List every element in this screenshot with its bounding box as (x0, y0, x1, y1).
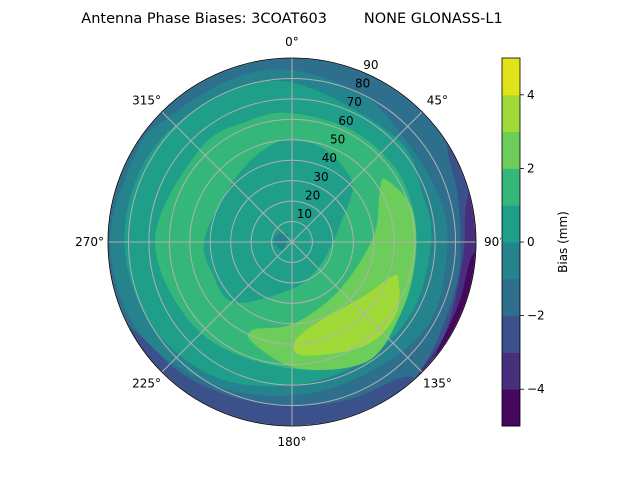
contour-region (203, 139, 353, 303)
contour-region (293, 274, 400, 356)
colorbar-band (502, 58, 520, 96)
colorbar-band (502, 315, 520, 353)
theta-tick-labels: 0° 45° 90° 135° 180° 225° 270° 315° (75, 35, 505, 449)
r-tick-label: 80 (355, 76, 370, 90)
r-tick-label: 90 (363, 58, 378, 72)
r-tick-label: 20 (305, 189, 320, 203)
colorbar-band (502, 205, 520, 243)
theta-tick-label: 90° (484, 235, 505, 249)
contour-region (409, 178, 476, 398)
r-tick-label: 30 (313, 170, 328, 184)
theta-gridline (291, 111, 423, 243)
polar-frame (107, 57, 477, 427)
theta-tick-label: 225° (132, 376, 161, 390)
contour-region (273, 232, 289, 251)
r-tick-label: 70 (347, 95, 362, 109)
theta-gridline (161, 241, 293, 373)
colorbar-band (502, 94, 520, 133)
r-tick-label: 60 (338, 114, 353, 128)
r-tick-label: 50 (330, 132, 345, 146)
theta-tick-label: 0° (285, 35, 299, 49)
colorbar-label: Bias (mm) (556, 211, 570, 273)
colorbar-band (502, 278, 520, 317)
theta-gridline (161, 111, 293, 243)
colorbar-tick-label: 4 (527, 88, 535, 102)
colorbar-tick-label: 2 (527, 161, 535, 175)
colorbar-band (502, 352, 520, 390)
colorbar: −4 −2 0 2 4 (501, 57, 545, 427)
r-tick-label: 10 (297, 207, 312, 221)
r-tick-labels: 10 20 30 40 50 60 70 80 90 (297, 58, 379, 221)
contour-region (412, 126, 476, 389)
colorbar-tick-label: −2 (527, 309, 545, 323)
theta-gridline (291, 241, 423, 373)
theta-tick-label: 135° (423, 376, 452, 390)
polar-grid (107, 57, 477, 427)
colorbar-band (502, 242, 520, 280)
theta-tick-label: 45° (427, 94, 448, 108)
colorbar-tick-label: 0 (527, 235, 535, 249)
chart-title: Antenna Phase Biases: 3COAT603 NONE GLON… (81, 11, 502, 27)
theta-tick-label: 270° (75, 235, 104, 249)
colorbar-tick-label: −4 (527, 382, 545, 396)
theta-tick-label: 180° (278, 435, 307, 449)
contour-region (420, 243, 476, 387)
colorbar-band (502, 131, 520, 169)
theta-tick-label: 315° (132, 94, 161, 108)
r-tick-label: 40 (322, 151, 337, 165)
colorbar-band (502, 389, 520, 427)
colorbar-band (502, 168, 520, 206)
